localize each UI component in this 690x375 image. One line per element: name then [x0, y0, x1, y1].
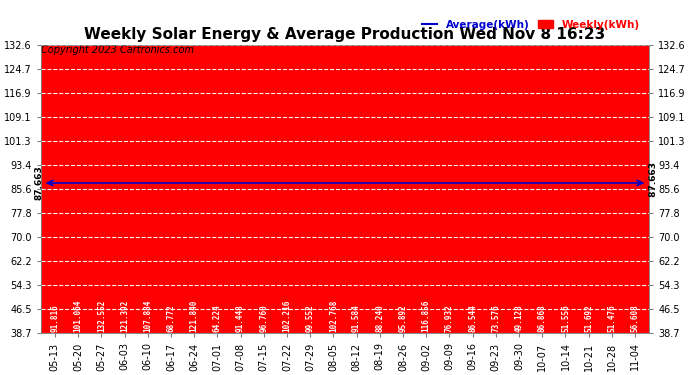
Bar — [92, 45, 110, 333]
Bar — [371, 181, 389, 333]
Text: 102.768: 102.768 — [329, 300, 338, 332]
Bar — [603, 294, 621, 333]
Text: 87.663: 87.663 — [34, 166, 43, 200]
Bar — [464, 186, 482, 333]
Bar — [580, 294, 598, 333]
Text: 132.552: 132.552 — [97, 300, 106, 332]
Text: 51.556: 51.556 — [561, 304, 570, 332]
Bar — [348, 171, 366, 333]
Text: 107.884: 107.884 — [144, 300, 152, 332]
Bar — [510, 302, 528, 333]
Text: 95.892: 95.892 — [399, 304, 408, 332]
Text: 64.224: 64.224 — [213, 304, 222, 332]
Bar — [255, 155, 273, 333]
Text: 76.932: 76.932 — [445, 304, 454, 332]
Bar — [69, 142, 87, 333]
Legend: Average(kWh), Weekly(kWh): Average(kWh), Weekly(kWh) — [417, 15, 644, 34]
Text: 91.816: 91.816 — [50, 304, 59, 332]
Bar — [232, 171, 250, 333]
Text: 51.476: 51.476 — [607, 304, 616, 332]
Bar — [487, 226, 505, 333]
Text: 56.608: 56.608 — [631, 304, 640, 332]
Bar — [185, 78, 203, 333]
Text: 116.856: 116.856 — [422, 300, 431, 332]
Text: 87.663: 87.663 — [649, 162, 658, 204]
Bar — [278, 138, 296, 333]
Text: 96.760: 96.760 — [259, 304, 268, 332]
Bar — [533, 185, 551, 333]
Bar — [46, 170, 64, 333]
Bar — [626, 278, 644, 333]
Text: 88.240: 88.240 — [375, 304, 384, 332]
Text: 51.692: 51.692 — [584, 304, 593, 332]
Bar — [440, 216, 458, 333]
Bar — [301, 146, 319, 333]
Text: 68.772: 68.772 — [166, 304, 175, 332]
Bar — [162, 241, 180, 333]
Bar — [417, 93, 435, 333]
Bar — [139, 121, 157, 333]
Bar — [556, 294, 575, 333]
Text: 86.868: 86.868 — [538, 304, 546, 332]
Text: Copyright 2023 Cartronics.com: Copyright 2023 Cartronics.com — [41, 45, 194, 55]
Bar — [115, 79, 134, 333]
Text: 49.128: 49.128 — [515, 304, 524, 332]
Bar — [324, 136, 342, 333]
Text: 121.840: 121.840 — [190, 300, 199, 332]
Bar — [394, 158, 412, 333]
Text: 86.544: 86.544 — [468, 304, 477, 332]
Text: 99.552: 99.552 — [306, 304, 315, 332]
Text: 91.448: 91.448 — [236, 304, 245, 332]
Text: 121.392: 121.392 — [120, 300, 129, 332]
Text: 101.064: 101.064 — [74, 300, 83, 332]
Text: 73.576: 73.576 — [491, 304, 500, 332]
Bar — [208, 255, 226, 333]
Title: Weekly Solar Energy & Average Production Wed Nov 8 16:23: Weekly Solar Energy & Average Production… — [84, 27, 606, 42]
Text: 91.584: 91.584 — [352, 304, 361, 332]
Text: 102.216: 102.216 — [282, 300, 291, 332]
